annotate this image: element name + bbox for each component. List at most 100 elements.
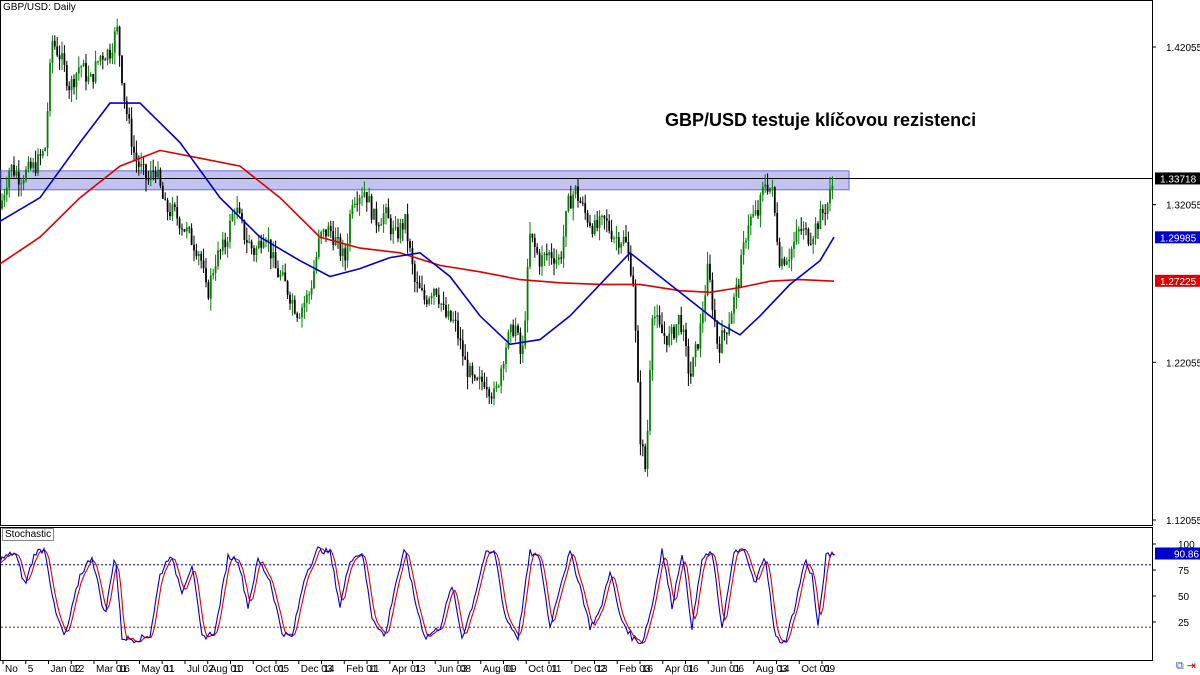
candle-body [226, 241, 229, 248]
time-tick-label: 14 [779, 664, 791, 675]
candle-body [32, 162, 35, 169]
candle-body [704, 295, 707, 313]
candle-body [735, 284, 738, 297]
candle-body [380, 224, 383, 226]
candle-body [260, 240, 263, 248]
candle-body [473, 375, 476, 379]
candle-body [157, 169, 159, 178]
candle-body [430, 296, 433, 299]
candle-body [435, 288, 438, 295]
stochastic-tick-label: 100 [1178, 540, 1195, 551]
candle-body [37, 154, 39, 174]
time-tick-label: No [5, 664, 18, 675]
candle-body [142, 164, 145, 166]
candle-body [809, 243, 812, 245]
time-tick-label: Mar 01 [96, 664, 128, 675]
candle-body [70, 79, 73, 91]
link-icon[interactable]: ⧉ [1175, 660, 1184, 672]
candle-body [485, 387, 488, 390]
candle-body [241, 213, 243, 221]
candle-body [77, 67, 80, 74]
candle-body [257, 240, 260, 249]
candle-body [5, 187, 8, 195]
candle-body [303, 302, 306, 308]
candle-body [375, 208, 378, 226]
candle-body [742, 242, 745, 256]
time-tick-label: May 01 [142, 664, 175, 675]
candle-body [325, 229, 327, 237]
candle-body [829, 189, 831, 204]
price-tag-label: 1.27225 [1160, 277, 1197, 288]
candle-body [795, 231, 798, 242]
price-tag-label: 1.33718 [1160, 174, 1197, 185]
candle-body [29, 161, 32, 169]
candle-body [541, 255, 543, 267]
candle-body [716, 321, 719, 344]
candle-body [322, 229, 325, 232]
candle-body [92, 74, 95, 82]
candle-body [569, 195, 572, 209]
candle-body [550, 252, 553, 259]
candle-body [363, 192, 366, 197]
candle-body [387, 207, 390, 219]
candle-body [812, 238, 815, 245]
candle-body [814, 223, 817, 239]
candle-body [56, 46, 59, 56]
candle-body [488, 389, 491, 397]
time-tick-label: Jun 01 [710, 664, 740, 675]
candle-body [788, 259, 791, 262]
candle-body [437, 294, 440, 305]
candle-body [197, 253, 200, 257]
resistance-zone [0, 170, 850, 191]
candle-body [781, 258, 783, 267]
time-tick-label: 12 [73, 664, 85, 675]
candle-body [370, 196, 373, 220]
candle-body [85, 62, 87, 82]
candle-body [133, 146, 135, 153]
candle-body [752, 214, 755, 217]
candle-body [63, 53, 66, 65]
candle-body [646, 430, 649, 470]
candle-body [433, 288, 435, 297]
candle-body [466, 359, 469, 377]
candle-body [589, 222, 591, 226]
candle-body [797, 229, 800, 232]
candle-body [305, 294, 308, 303]
candle-body [243, 220, 246, 241]
price-tick-label: 1.22055 [1166, 358, 1200, 369]
candle-body [490, 396, 493, 399]
price-tick-label: 1.32055 [1166, 201, 1200, 212]
stochastic-value-tag-label: 90.86 [1174, 550, 1199, 561]
candle-body [730, 313, 733, 324]
candle-body [413, 264, 416, 282]
candle-body [747, 225, 750, 241]
time-tick-label: Feb 01 [346, 664, 378, 675]
chart-toolbar-icons[interactable]: ⧉ ⇥ [1176, 659, 1196, 673]
candle-body [598, 216, 601, 228]
candle-body [373, 208, 375, 220]
candle-body [99, 55, 102, 62]
candle-body [317, 238, 320, 258]
candle-body [178, 218, 181, 229]
candle-body [687, 346, 690, 374]
candle-body [313, 270, 315, 289]
candle-body [656, 315, 659, 317]
candle-body [1, 200, 3, 209]
candle-body [790, 248, 793, 260]
candle-body [497, 385, 500, 387]
candle-body [495, 385, 498, 389]
candle-body [685, 329, 687, 347]
candle-body [538, 252, 541, 267]
candle-body [49, 62, 51, 112]
candle-body [428, 298, 431, 304]
candle-body [831, 185, 834, 190]
scroll-end-icon[interactable]: ⇥ [1186, 660, 1196, 672]
candle-body [567, 195, 570, 212]
time-tick-label: 13 [415, 664, 427, 675]
candle-body [447, 310, 450, 317]
candle-body [209, 275, 212, 299]
time-tick-label: Jan 02 [51, 664, 81, 675]
candle-body [824, 213, 827, 215]
candle-body [649, 370, 651, 431]
